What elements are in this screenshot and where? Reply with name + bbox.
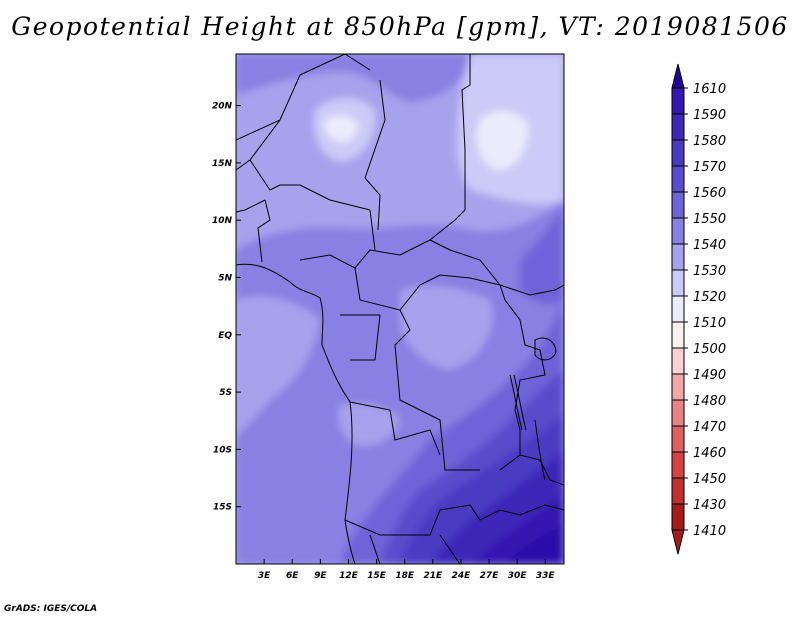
colorbar-swatch [671,399,685,427]
contour-fill-1510-north [476,110,529,171]
colorbar-swatch [671,113,685,141]
colorbar-label: 1430 [693,498,726,513]
x-tick-label: 24E [452,571,472,581]
colorbar-label: 1450 [693,472,726,487]
colorbar: 1610 1590 1580 1570 1560 1550 1540 1530 1520 1510… [671,63,726,555]
colorbar-swatch [671,373,685,401]
colorbar-swatch [671,269,685,297]
y-tick-label: EQ [218,331,232,341]
colorbar-label: 1530 [693,264,726,279]
contour-fill-1530-west [236,296,320,440]
contour-fill-1530-central [400,285,493,370]
contour-fill-1540-north [236,54,470,103]
colorbar-label: 1560 [693,186,726,201]
y-tick-label: 15N [212,159,233,169]
colorbar-swatch [671,165,685,193]
x-tick-label: 30E [508,571,528,581]
colorbar-label: 1580 [693,134,726,149]
lake-outlines [509,337,557,481]
colorbar-label: 1520 [693,290,726,305]
colorbar-label: 1540 [693,238,726,253]
colorbar-swatch [671,347,685,375]
map-title: Geopotential Height at 850hPa [gpm], VT:… [11,12,789,41]
y-axis: 20N 15N 10N 5N EQ 5S 10S 15S [212,102,241,513]
x-tick-label: 15E [367,571,387,581]
colorbar-label: 1610 [693,82,726,97]
country-boundaries [236,54,564,564]
x-tick-label: 21E [423,571,443,581]
x-tick-label: 3E [258,571,271,581]
colorbar-label: 1470 [693,420,726,435]
y-tick-label: 5S [219,388,232,398]
x-tick-label: 12E [339,571,359,581]
contour-fill-1610 [505,525,564,564]
y-tick-label: 10S [213,445,232,455]
x-tick-label: 27E [480,571,500,581]
x-tick-label: 18E [395,571,415,581]
colorbar-label: 1410 [693,524,726,539]
colorbar-label: 1510 [693,316,726,331]
colorbar-swatch [671,321,685,349]
contour-fill-1530-south [338,403,400,447]
x-tick-label: 9E [314,571,327,581]
contour-fill-1550-east [520,205,564,305]
contour-fill-1510-sahel [324,115,358,143]
map-frame [235,53,565,565]
colorbar-swatch [671,477,685,505]
border-lines [236,54,564,564]
colorbar-swatch [671,503,685,531]
colorbar-swatch [671,191,685,219]
filled-contours [236,54,564,564]
colorbar-label: 1550 [693,212,726,227]
coastline [236,263,356,564]
colorbar-swatch [671,425,685,453]
colorbar-swatch [671,243,685,271]
colorbar-swatch [671,87,685,115]
colorbar-swatch [671,451,685,479]
colorbar-bottom-arrow [671,529,685,555]
colorbar-swatch [671,217,685,245]
colorbar-top-arrow [671,63,685,89]
y-tick-label: 5N [218,273,232,283]
y-tick-label: 10N [212,216,233,226]
x-tick-label: 33E [536,571,556,581]
y-tick-label: 15S [213,503,232,513]
colorbar-label: 1490 [693,368,726,383]
colorbar-swatch [671,295,685,323]
credit-text: GrADS: IGES/COLA [4,604,98,614]
colorbar-label: 1590 [693,108,726,123]
x-axis: 3E 6E 9E 12E 15E 18E 21E 24E 27E 30E 33E [258,559,556,581]
colorbar-label: 1460 [693,446,726,461]
colorbar-label: 1570 [693,160,726,175]
colorbar-label: 1480 [693,394,726,409]
colorbar-swatch [671,139,685,167]
x-tick-label: 6E [286,571,299,581]
y-tick-label: 20N [212,102,233,112]
colorbar-label: 1500 [693,342,726,357]
